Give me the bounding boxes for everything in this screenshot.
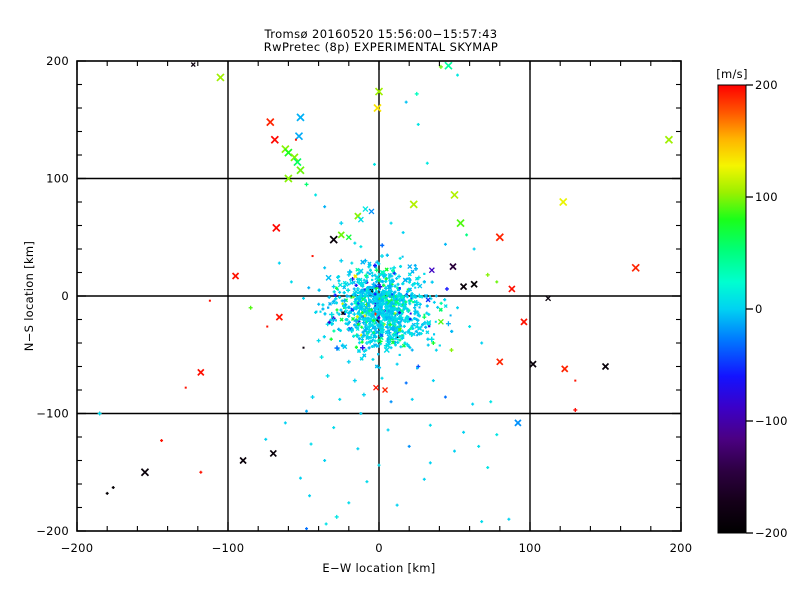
- colorbar-title: [m/s]: [716, 67, 748, 81]
- colorbar: [717, 84, 747, 534]
- colorbar-tick-label: −100: [755, 414, 788, 428]
- x-tick-label: −100: [212, 541, 245, 555]
- y-tick-label: 0: [61, 289, 69, 303]
- scatter-points: [97, 61, 674, 531]
- colorbar-tick-label: −200: [755, 526, 788, 540]
- y-tick-label: 100: [46, 172, 69, 186]
- colorbar-tick-label: 200: [755, 78, 778, 92]
- colorbar-tick-label: 100: [755, 190, 778, 204]
- y-axis-label: N−S location [km]: [22, 241, 36, 351]
- x-tick-label: 100: [519, 541, 542, 555]
- y-tick-label: −100: [36, 407, 69, 421]
- x-tick-label: −200: [61, 541, 94, 555]
- y-tick-label: 200: [46, 54, 69, 68]
- figure-title-line1: Tromsø 20160520 15:56:00−15:57:43: [263, 27, 497, 41]
- axis-ticks: [76, 60, 682, 532]
- x-tick-label: 200: [670, 541, 693, 555]
- y-tick-label: −200: [36, 524, 69, 538]
- axis-tick-labels: −200 −100 0 100 200 −200 −100 0 100 200: [36, 54, 692, 555]
- colorbar-tick-label: 0: [755, 302, 763, 316]
- x-axis-label: E−W location [km]: [322, 561, 435, 575]
- x-tick-label: 0: [375, 541, 383, 555]
- colorbar-ticks: 200 100 0 −100 −200: [746, 78, 788, 540]
- figure-title-line2: RwPretec (8p) EXPERIMENTAL SKYMAP: [264, 40, 498, 54]
